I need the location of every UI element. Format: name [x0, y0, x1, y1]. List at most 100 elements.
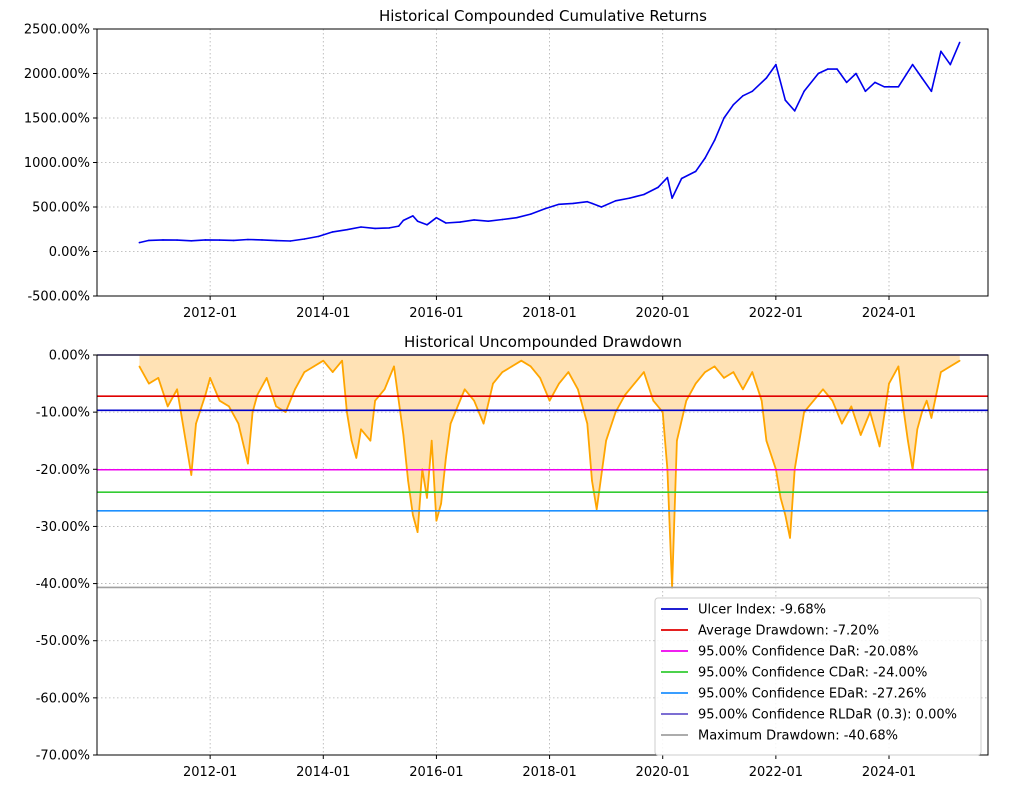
cumulative-return-point [162, 239, 164, 241]
drawdown-point [812, 399, 815, 402]
y-tick-label: -40.00% [36, 577, 90, 592]
drawdown-point [633, 382, 636, 385]
x-tick-label: 2016-01 [409, 306, 463, 321]
drawdown-point [209, 377, 211, 379]
drawdown-point [548, 399, 551, 402]
drawdown-point [732, 371, 735, 373]
legend-label: Average Drawdown: -7.20% [698, 624, 879, 639]
drawdown-point [412, 514, 414, 516]
drawdown-point [713, 365, 716, 368]
drawdown-point [539, 377, 541, 379]
cumulative-return-point [930, 90, 933, 93]
drawdown-point [148, 382, 150, 385]
drawdown-point [902, 405, 904, 408]
drawdown-point [765, 439, 768, 442]
drawdown-point [742, 388, 744, 391]
drawdown-point [247, 462, 249, 465]
x-tick-label: 2014-01 [296, 306, 350, 321]
legend-box [654, 597, 982, 756]
cumulative-return-point [317, 235, 320, 238]
cumulative-return-point [176, 239, 178, 241]
cumulative-return-point [940, 50, 942, 53]
cumulative-return-point [897, 86, 900, 88]
cumulative-return-point [360, 226, 362, 228]
drawdown-point [374, 399, 376, 402]
cumulative-return-point [836, 68, 838, 70]
drawdown-point [275, 405, 277, 408]
cumulative-return-point [148, 239, 150, 242]
returns-chart-title: Historical Compounded Cumulative Returns [379, 7, 707, 25]
drawdown-point [907, 439, 909, 442]
y-tick-label: 1000.00% [24, 156, 90, 171]
drawdown-point [440, 502, 442, 505]
cumulative-return-point [666, 176, 669, 179]
drawdown-point [360, 428, 362, 431]
drawdown-point [595, 508, 598, 511]
cumulative-return-point [138, 241, 141, 244]
drawdown-point [473, 399, 475, 402]
cumulative-return-point [346, 228, 348, 231]
drawdown-point [878, 445, 881, 448]
drawdown-point [751, 371, 754, 373]
cumulative-return-point [600, 206, 603, 208]
drawdown-chart-title: Historical Uncompounded Drawdown [404, 333, 682, 351]
drawdown-point [346, 411, 348, 413]
x-tick-label: 2020-01 [636, 765, 690, 780]
drawdown-point [284, 411, 287, 413]
cumulative-return-point [694, 170, 697, 173]
y-tick-label: 500.00% [32, 201, 90, 216]
drawdown-point [303, 371, 306, 373]
cumulative-return-point [723, 117, 725, 119]
legend-label: 95.00% Confidence CDaR: -24.00% [698, 666, 927, 681]
cumulative-return-point [204, 239, 207, 241]
legend-label: 95.00% Confidence EDaR: -27.26% [698, 687, 927, 702]
y-tick-label: 2000.00% [24, 67, 90, 82]
cumulative-return-point [751, 90, 754, 93]
cumulative-return-point [732, 103, 735, 106]
drawdown-point [850, 405, 853, 408]
drawdown-point [529, 365, 532, 368]
cumulative-return-point [911, 63, 914, 66]
cumulative-return-point [775, 63, 777, 66]
drawdown-point [355, 457, 358, 459]
legend-label: 95.00% Confidence RLDaR (0.3): 0.00% [698, 708, 957, 723]
drawdown-plot-frame [96, 354, 989, 756]
cumulative-return-point [643, 193, 645, 196]
drawdown-point [694, 382, 697, 385]
drawdown-point [841, 422, 843, 425]
drawdown-point [916, 428, 919, 431]
drawdown-legend: Ulcer Index: -9.68% Average Drawdown: -7.… [654, 597, 982, 756]
y-tick-label: 2500.00% [24, 23, 90, 38]
cumulative-return-point [501, 218, 504, 221]
y-tick-label: 1500.00% [24, 112, 90, 127]
cumulative-return-point [261, 239, 263, 241]
drawdown-point [195, 422, 197, 425]
drawdown-point [218, 399, 221, 402]
drawdown-point [426, 497, 428, 499]
x-tick-label: 2014-01 [296, 765, 350, 780]
drawdown-point [350, 439, 353, 442]
cumulative-return-point [459, 221, 461, 223]
drawdown-point [930, 417, 933, 419]
cumulative-return-point [614, 200, 617, 202]
drawdown-point [869, 411, 871, 413]
cumulative-return-point [388, 227, 391, 229]
drawdown-point [228, 405, 230, 408]
drawdown-point [251, 411, 254, 413]
drawdown-point [520, 359, 523, 362]
drawdown-area [139, 355, 960, 588]
cumulative-return-point [572, 202, 574, 205]
drawdown-point [501, 371, 504, 373]
cumulative-return-point [303, 238, 306, 240]
x-tick-label: 2022-01 [749, 765, 803, 780]
drawdown-point [435, 519, 438, 522]
drawdown-point [643, 371, 645, 373]
cumulative-return-point [487, 220, 490, 222]
drawdown-point [176, 388, 178, 391]
drawdown-point [614, 411, 617, 413]
cumulative-return-point [331, 231, 334, 233]
drawdown-point [940, 371, 942, 373]
drawdown-point [558, 382, 560, 385]
y-tick-label: 0.00% [49, 245, 90, 260]
cumulative-return-point [402, 219, 405, 222]
